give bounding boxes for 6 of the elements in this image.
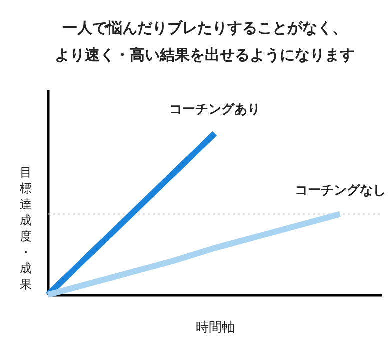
series-label: コーチングあり	[170, 102, 260, 118]
x-axis-title: 時間軸	[196, 320, 235, 336]
series-label: コーチングなし	[294, 183, 386, 198]
chart-title: 一人で悩んだりブレたりすることがなく、	[62, 19, 348, 37]
chart-subtitle: より速く・高い結果を出せるようになります	[55, 46, 355, 64]
y-axis-title: 目標達成度・成果	[20, 166, 32, 292]
